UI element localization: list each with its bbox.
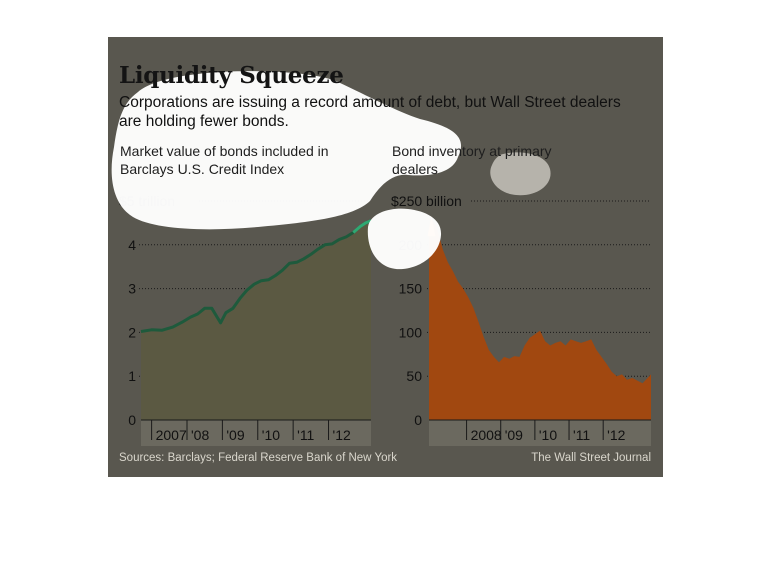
x-tick-label: 2007 xyxy=(156,427,187,443)
x-tick-label: '10 xyxy=(262,427,280,443)
series-area xyxy=(429,220,651,420)
right-chart-title: Bond inventory at primary dealers xyxy=(392,143,552,177)
y-tick-label: 50 xyxy=(406,368,422,384)
x-tick-label: '11 xyxy=(297,427,314,443)
left-chart-title: Market value of bonds included in Barcla… xyxy=(120,143,329,177)
y-tick-label: $5 trillion xyxy=(119,193,175,209)
x-tick-label: '09 xyxy=(226,427,244,443)
y-tick-label: 0 xyxy=(414,412,422,428)
chart-figure: $5 trillion 4 3 2 1 0 2007'08 '09 '10 '11 '12 $250… xyxy=(108,37,663,477)
right-chart: $250 billion 200 150 100 50 0 2008'09 '10 '11 '12 xyxy=(391,193,651,446)
x-tick-label: '11 xyxy=(573,427,590,443)
y-tick-label: 150 xyxy=(399,281,423,297)
y-tick-label: 1 xyxy=(128,368,136,384)
left-chart: $5 trillion 4 3 2 1 0 2007'08 '09 '10 '11 '12 xyxy=(119,193,372,446)
y-tick-label: $250 billion xyxy=(391,193,462,209)
x-tick-label: '09 xyxy=(505,427,523,443)
series-area xyxy=(141,220,371,420)
x-tick-label: '12 xyxy=(607,427,625,443)
y-tick-label: 0 xyxy=(128,412,136,428)
y-tick-label: 4 xyxy=(128,237,136,253)
x-axis-band xyxy=(429,420,651,446)
series-line xyxy=(140,219,372,333)
y-tick-label: 200 xyxy=(399,237,423,253)
x-tick-label: '10 xyxy=(539,427,557,443)
x-tick-label: 2008 xyxy=(471,427,502,443)
credit-note: The Wall Street Journal xyxy=(531,452,651,464)
chart-title: Liquidity Squeeze xyxy=(119,62,344,89)
chart-subtitle: Corporations are issuing a record amount… xyxy=(119,94,621,130)
y-tick-label: 3 xyxy=(128,281,136,297)
y-tick-label: 100 xyxy=(399,324,423,340)
x-axis-band xyxy=(141,420,371,446)
x-tick-label: '08 xyxy=(191,427,209,443)
y-tick-label: 2 xyxy=(128,324,136,340)
x-tick-label: '12 xyxy=(333,427,351,443)
source-note: Sources: Barclays; Federal Reserve Bank … xyxy=(119,452,398,464)
